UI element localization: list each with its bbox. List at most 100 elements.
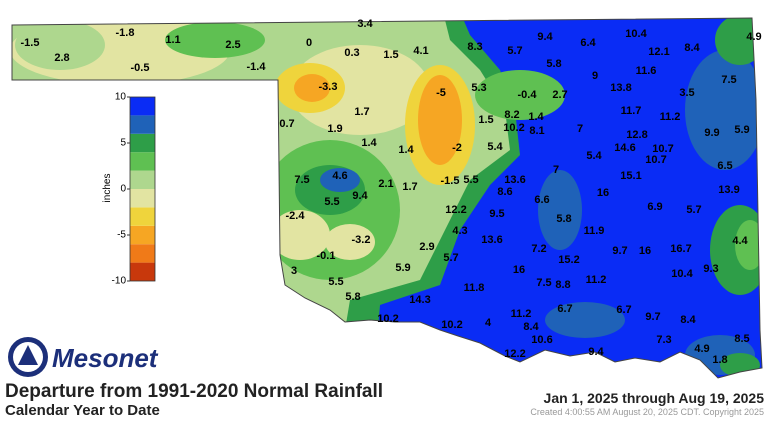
station-value: 9.3 bbox=[703, 263, 718, 275]
station-value: 4 bbox=[485, 317, 492, 329]
station-value: 0 bbox=[306, 37, 312, 49]
station-value: 0.7 bbox=[279, 118, 294, 130]
station-value: 6.7 bbox=[616, 304, 631, 316]
station-value: -3.3 bbox=[319, 81, 338, 93]
legend: inches -10 -5 0 5 10 bbox=[102, 92, 156, 287]
station-value: 14.6 bbox=[614, 142, 635, 154]
station-value: 10.7 bbox=[645, 154, 666, 166]
station-value: 8.5 bbox=[734, 333, 749, 345]
station-value: 11.2 bbox=[511, 308, 532, 320]
station-value: 2.8 bbox=[54, 52, 69, 64]
station-value: 10.7 bbox=[652, 143, 673, 155]
colorbar-swatch bbox=[130, 115, 155, 134]
station-value: 9.4 bbox=[537, 31, 553, 43]
station-value: -0.4 bbox=[518, 89, 538, 101]
colorbar-tick-label: 5 bbox=[120, 138, 126, 149]
station-value: 7 bbox=[553, 164, 559, 176]
station-value: 10.2 bbox=[503, 122, 524, 134]
colorbar-swatch bbox=[130, 97, 155, 116]
station-value: 8.2 bbox=[504, 109, 519, 121]
colorbar-tick-label: -5 bbox=[117, 230, 126, 241]
station-value: 5.7 bbox=[507, 45, 522, 57]
colorbar-swatch bbox=[130, 133, 155, 153]
station-value: 7.3 bbox=[656, 334, 671, 346]
colorbar-swatch bbox=[130, 170, 155, 189]
station-value: -2 bbox=[452, 142, 462, 154]
station-value: 9 bbox=[592, 70, 598, 82]
station-value: 1.5 bbox=[478, 114, 493, 126]
station-value: 10.2 bbox=[377, 313, 398, 325]
colorbar-swatch bbox=[130, 244, 155, 263]
station-value: 9.7 bbox=[645, 311, 660, 323]
station-values: -1.5 2.8 -1.8 1.1 -0.5 2.5 -1.4 3.4 0 0.3 1.5 4.1 8.… bbox=[21, 18, 762, 366]
station-value: -2.4 bbox=[286, 210, 306, 222]
station-value: 8.4 bbox=[523, 321, 539, 333]
station-value: 5.9 bbox=[395, 262, 410, 274]
station-value: 12.2 bbox=[504, 348, 525, 360]
station-value: 16 bbox=[639, 245, 651, 257]
colorbar-swatch bbox=[130, 207, 155, 226]
station-value: 12.1 bbox=[648, 46, 669, 58]
station-value: 4.9 bbox=[746, 31, 761, 43]
station-value: 11.8 bbox=[464, 282, 485, 294]
legend-label: inches bbox=[102, 174, 113, 203]
station-value: 1.7 bbox=[402, 181, 417, 193]
colorbar-tick-label: 0 bbox=[120, 184, 126, 195]
station-value: 5.4 bbox=[586, 150, 602, 162]
logo-text: Mesonet bbox=[52, 343, 159, 373]
created-note: Created 4:00:55 AM August 20, 2025 CDT. … bbox=[530, 407, 764, 417]
station-value: 4.1 bbox=[413, 45, 428, 57]
station-value: 7.5 bbox=[536, 277, 551, 289]
station-value: 1.8 bbox=[712, 354, 727, 366]
station-value: 2.1 bbox=[378, 178, 393, 190]
station-value: 11.2 bbox=[586, 274, 607, 286]
station-value: 4.6 bbox=[332, 170, 347, 182]
station-value: 1.1 bbox=[165, 34, 180, 46]
station-value: 6.5 bbox=[717, 160, 732, 172]
station-value: 1.4 bbox=[528, 111, 544, 123]
station-value: 1.9 bbox=[327, 123, 342, 135]
station-value: 13.6 bbox=[504, 174, 525, 186]
station-value: 16 bbox=[597, 187, 609, 199]
station-value: 3.5 bbox=[679, 87, 694, 99]
station-value: 10.4 bbox=[671, 268, 693, 280]
station-value: 12.8 bbox=[626, 129, 647, 141]
station-value: 13.6 bbox=[481, 234, 502, 246]
station-value: 15.1 bbox=[620, 170, 641, 182]
colorbar-tick-label: -10 bbox=[112, 276, 127, 287]
station-value: 5.5 bbox=[463, 174, 478, 186]
station-value: 5.4 bbox=[487, 141, 503, 153]
station-value: 11.7 bbox=[621, 105, 642, 117]
station-value: 5.7 bbox=[686, 204, 701, 216]
station-value: 6.7 bbox=[557, 303, 572, 315]
station-value: 5.9 bbox=[734, 124, 749, 136]
station-value: 5.8 bbox=[546, 58, 561, 70]
station-value: 3.4 bbox=[357, 18, 373, 30]
station-value: 1.7 bbox=[354, 106, 369, 118]
station-value: 9.4 bbox=[588, 346, 604, 358]
station-value: 15.2 bbox=[558, 254, 579, 266]
station-value: 10.4 bbox=[625, 28, 647, 40]
station-value: 7.5 bbox=[721, 74, 736, 86]
colorbar-swatch bbox=[130, 189, 155, 208]
station-value: -0.1 bbox=[317, 250, 336, 262]
station-value: 14.3 bbox=[409, 294, 430, 306]
colorbar-tick-label: 10 bbox=[115, 92, 127, 103]
station-value: 11.6 bbox=[636, 65, 657, 77]
station-value: 6.6 bbox=[534, 194, 549, 206]
station-value: -1.5 bbox=[21, 37, 40, 49]
station-value: 9.5 bbox=[489, 208, 504, 220]
station-value: 4.4 bbox=[732, 235, 748, 247]
station-value: 5.8 bbox=[556, 213, 571, 225]
station-value: 6.4 bbox=[580, 37, 596, 49]
subtitle: Calendar Year to Date bbox=[5, 402, 160, 419]
date-range: Jan 1, 2025 through Aug 19, 2025 bbox=[544, 390, 765, 406]
station-value: 0.3 bbox=[344, 47, 359, 59]
station-value: -1.8 bbox=[116, 27, 135, 39]
station-value: 7 bbox=[577, 123, 583, 135]
station-value: 7.5 bbox=[294, 174, 309, 186]
title: Departure from 1991-2020 Normal Rainfall bbox=[5, 381, 383, 402]
station-value: 5.5 bbox=[324, 196, 339, 208]
